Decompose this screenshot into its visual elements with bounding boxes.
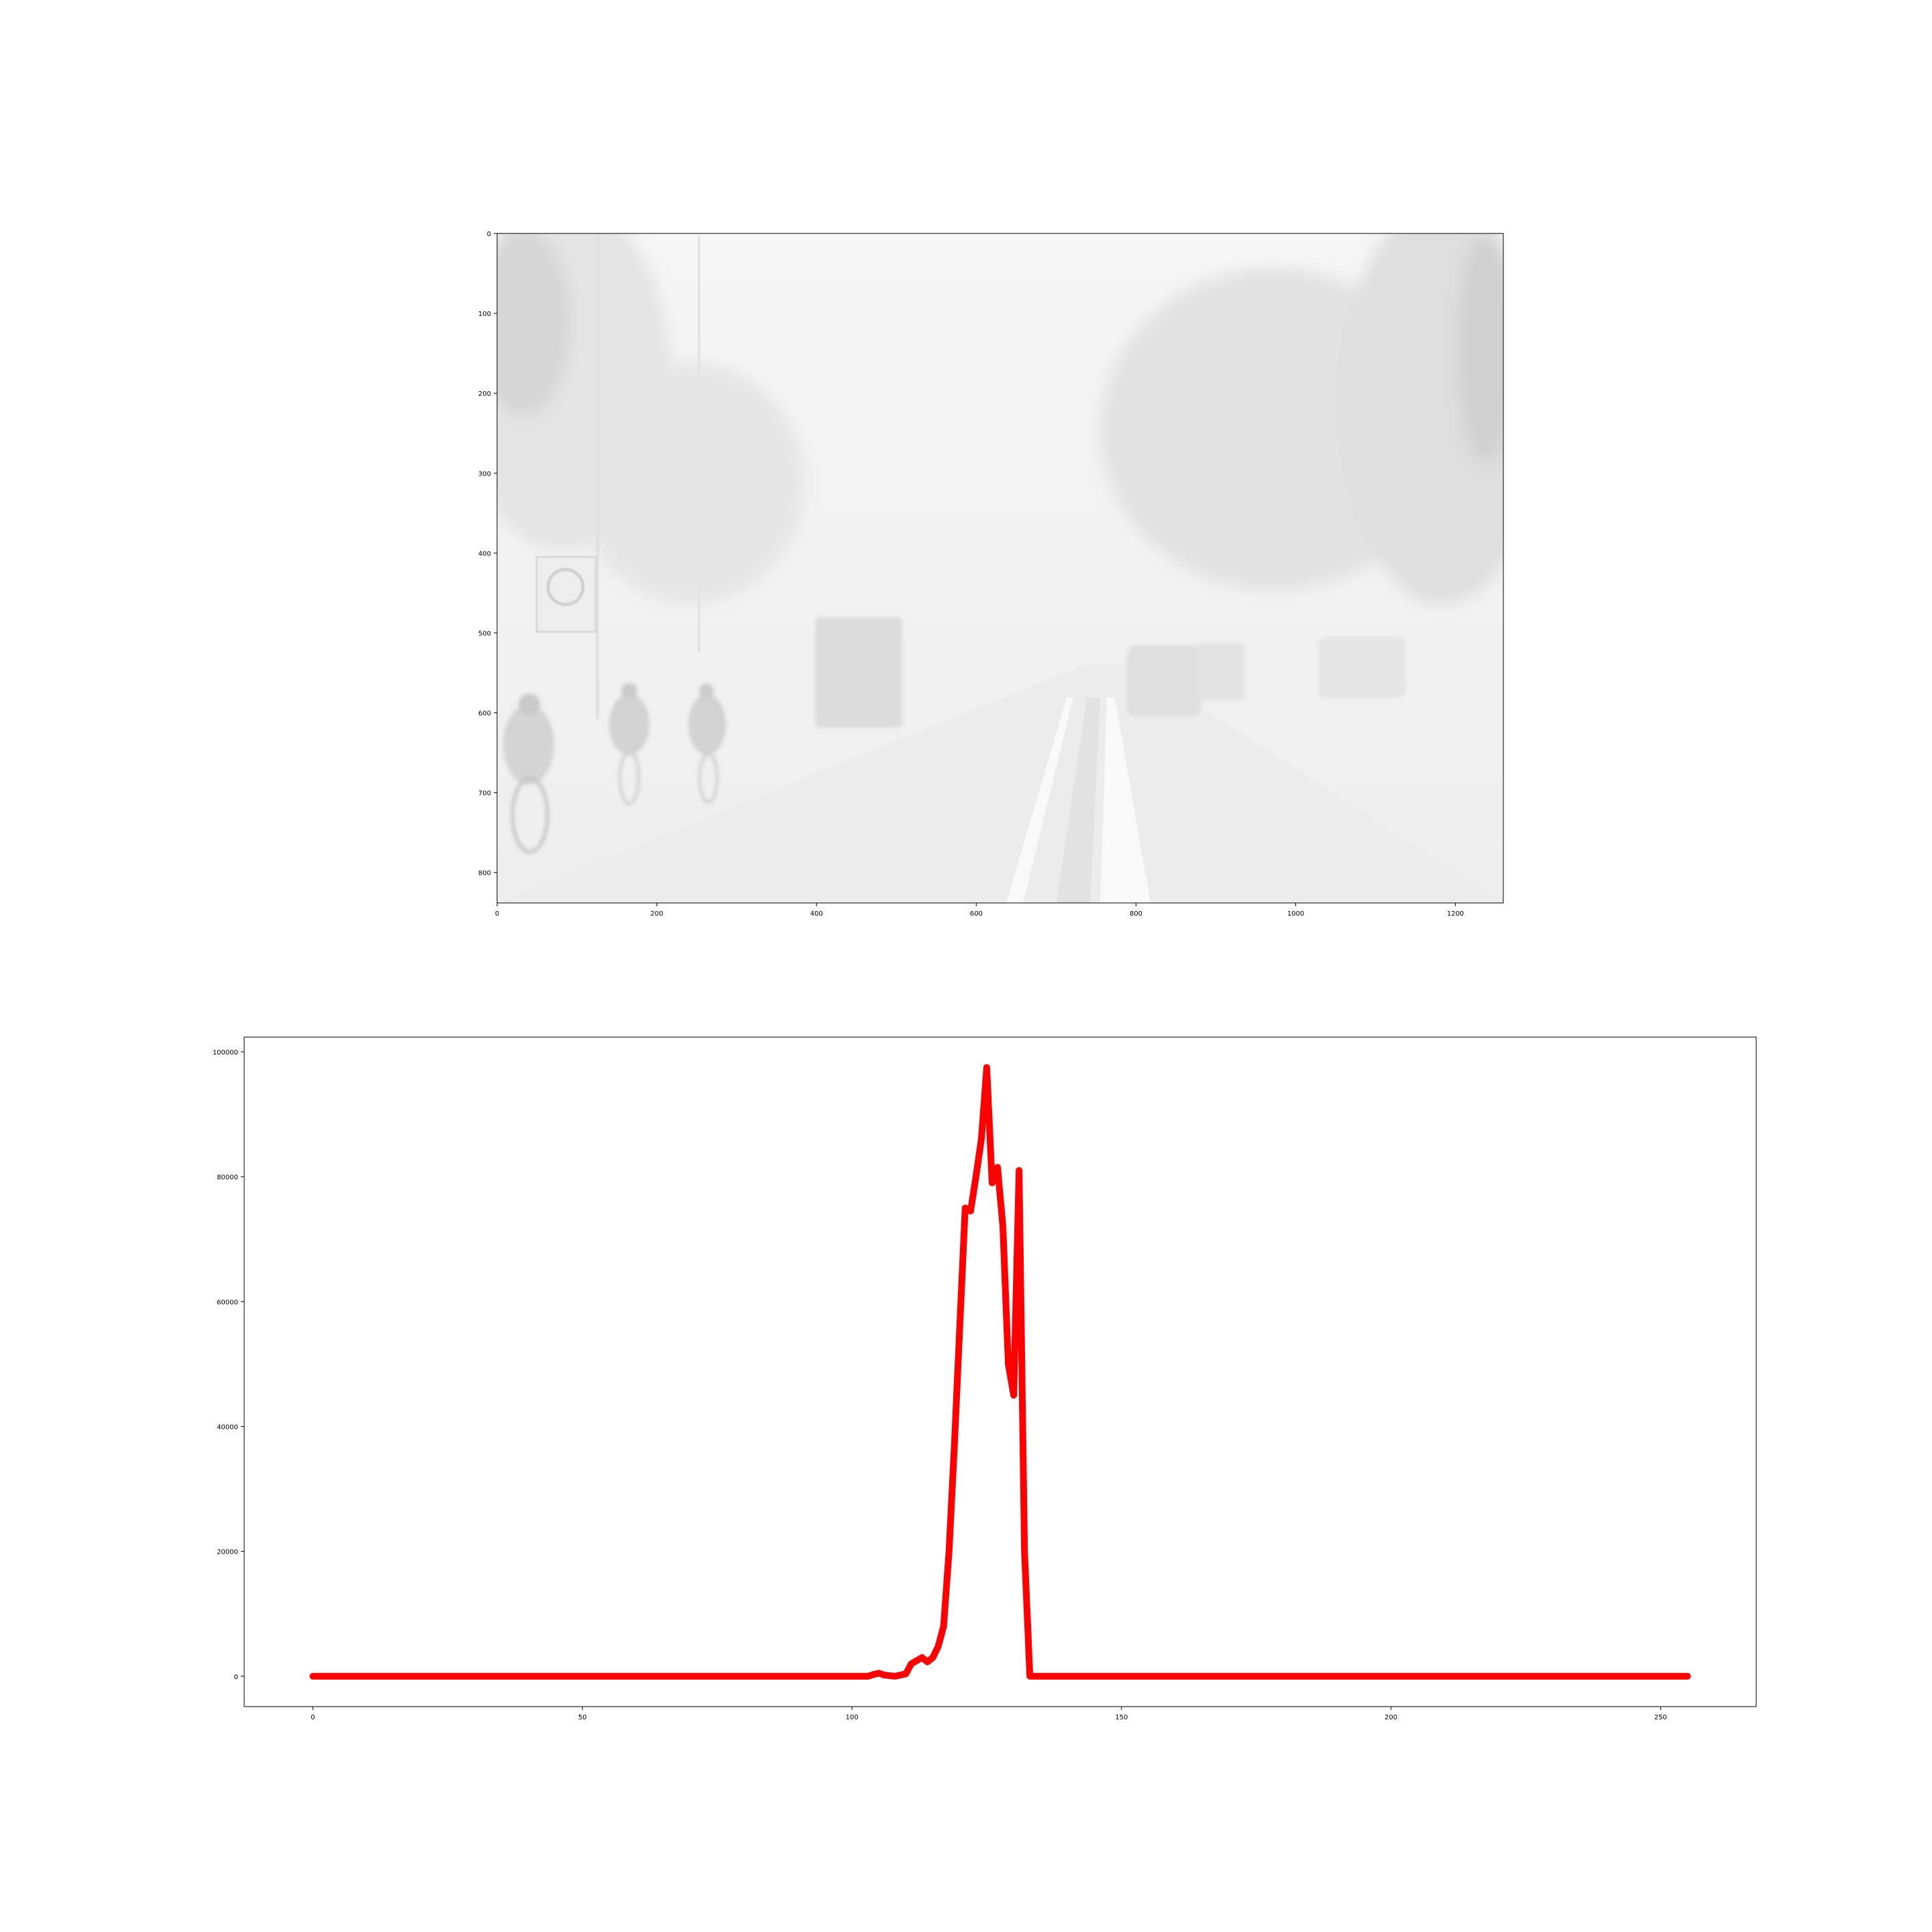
y-tick-label: 20000 [217, 1549, 238, 1556]
photo-y-axis: 0 100 200 300 400 500 600 700 800 [478, 231, 497, 877]
photo-y-tick-label: 100 [478, 311, 491, 318]
plot-area [244, 1036, 1757, 1707]
photo-x-tick-label: 400 [810, 910, 823, 918]
y-tick-label: 80000 [217, 1174, 238, 1181]
y-tick-label: 0 [234, 1674, 238, 1681]
photo-x-tick-label: 200 [651, 910, 663, 918]
chart-series [309, 1064, 1691, 1680]
y-tick-label: 60000 [217, 1299, 238, 1306]
photo-x-tick-label: 1000 [1287, 910, 1304, 918]
histogram-line [309, 1064, 1691, 1680]
x-tick-label: 50 [578, 1714, 587, 1721]
y-tick-label: 40000 [217, 1424, 238, 1431]
photo-x-tick-label: 800 [1130, 910, 1142, 918]
y-tick-label: 100000 [213, 1049, 238, 1057]
x-tick-label: 150 [1115, 1714, 1128, 1721]
chart-y-axis: 0 20000 40000 60000 80000 100000 [213, 1049, 244, 1681]
photo-y-tick-label: 500 [478, 630, 491, 637]
x-tick-label: 100 [845, 1714, 858, 1721]
photo-y-tick-label: 0 [487, 231, 491, 238]
photo-y-tick-label: 400 [478, 550, 491, 557]
photo-y-tick-label: 600 [478, 710, 491, 718]
x-tick-label: 250 [1654, 1714, 1667, 1721]
histogram-panel: 0 50 100 150 200 250 0 20000 40000 60000 80000 100… [213, 1036, 1757, 1721]
photo-y-tick-label: 800 [478, 870, 491, 877]
foggy-street-photo [497, 233, 1503, 903]
photo-x-tick-label: 0 [495, 910, 499, 918]
x-tick-label: 200 [1385, 1714, 1397, 1721]
photo-y-tick-label: 200 [478, 390, 491, 398]
photo-panel: 0 200 400 600 800 1000 1200 0 100 200 300 400 500 60… [478, 231, 1504, 918]
photo-frame [496, 233, 1504, 904]
photo-y-tick-label: 300 [478, 470, 491, 478]
chart-x-axis: 0 50 100 150 200 250 [311, 1707, 1667, 1721]
x-tick-label: 0 [311, 1714, 315, 1721]
photo-x-tick-label: 600 [970, 910, 983, 918]
photo-y-tick-label: 700 [478, 790, 491, 798]
photo-x-axis: 0 200 400 600 800 1000 1200 [495, 903, 1464, 918]
photo-x-tick-label: 1200 [1447, 910, 1464, 918]
